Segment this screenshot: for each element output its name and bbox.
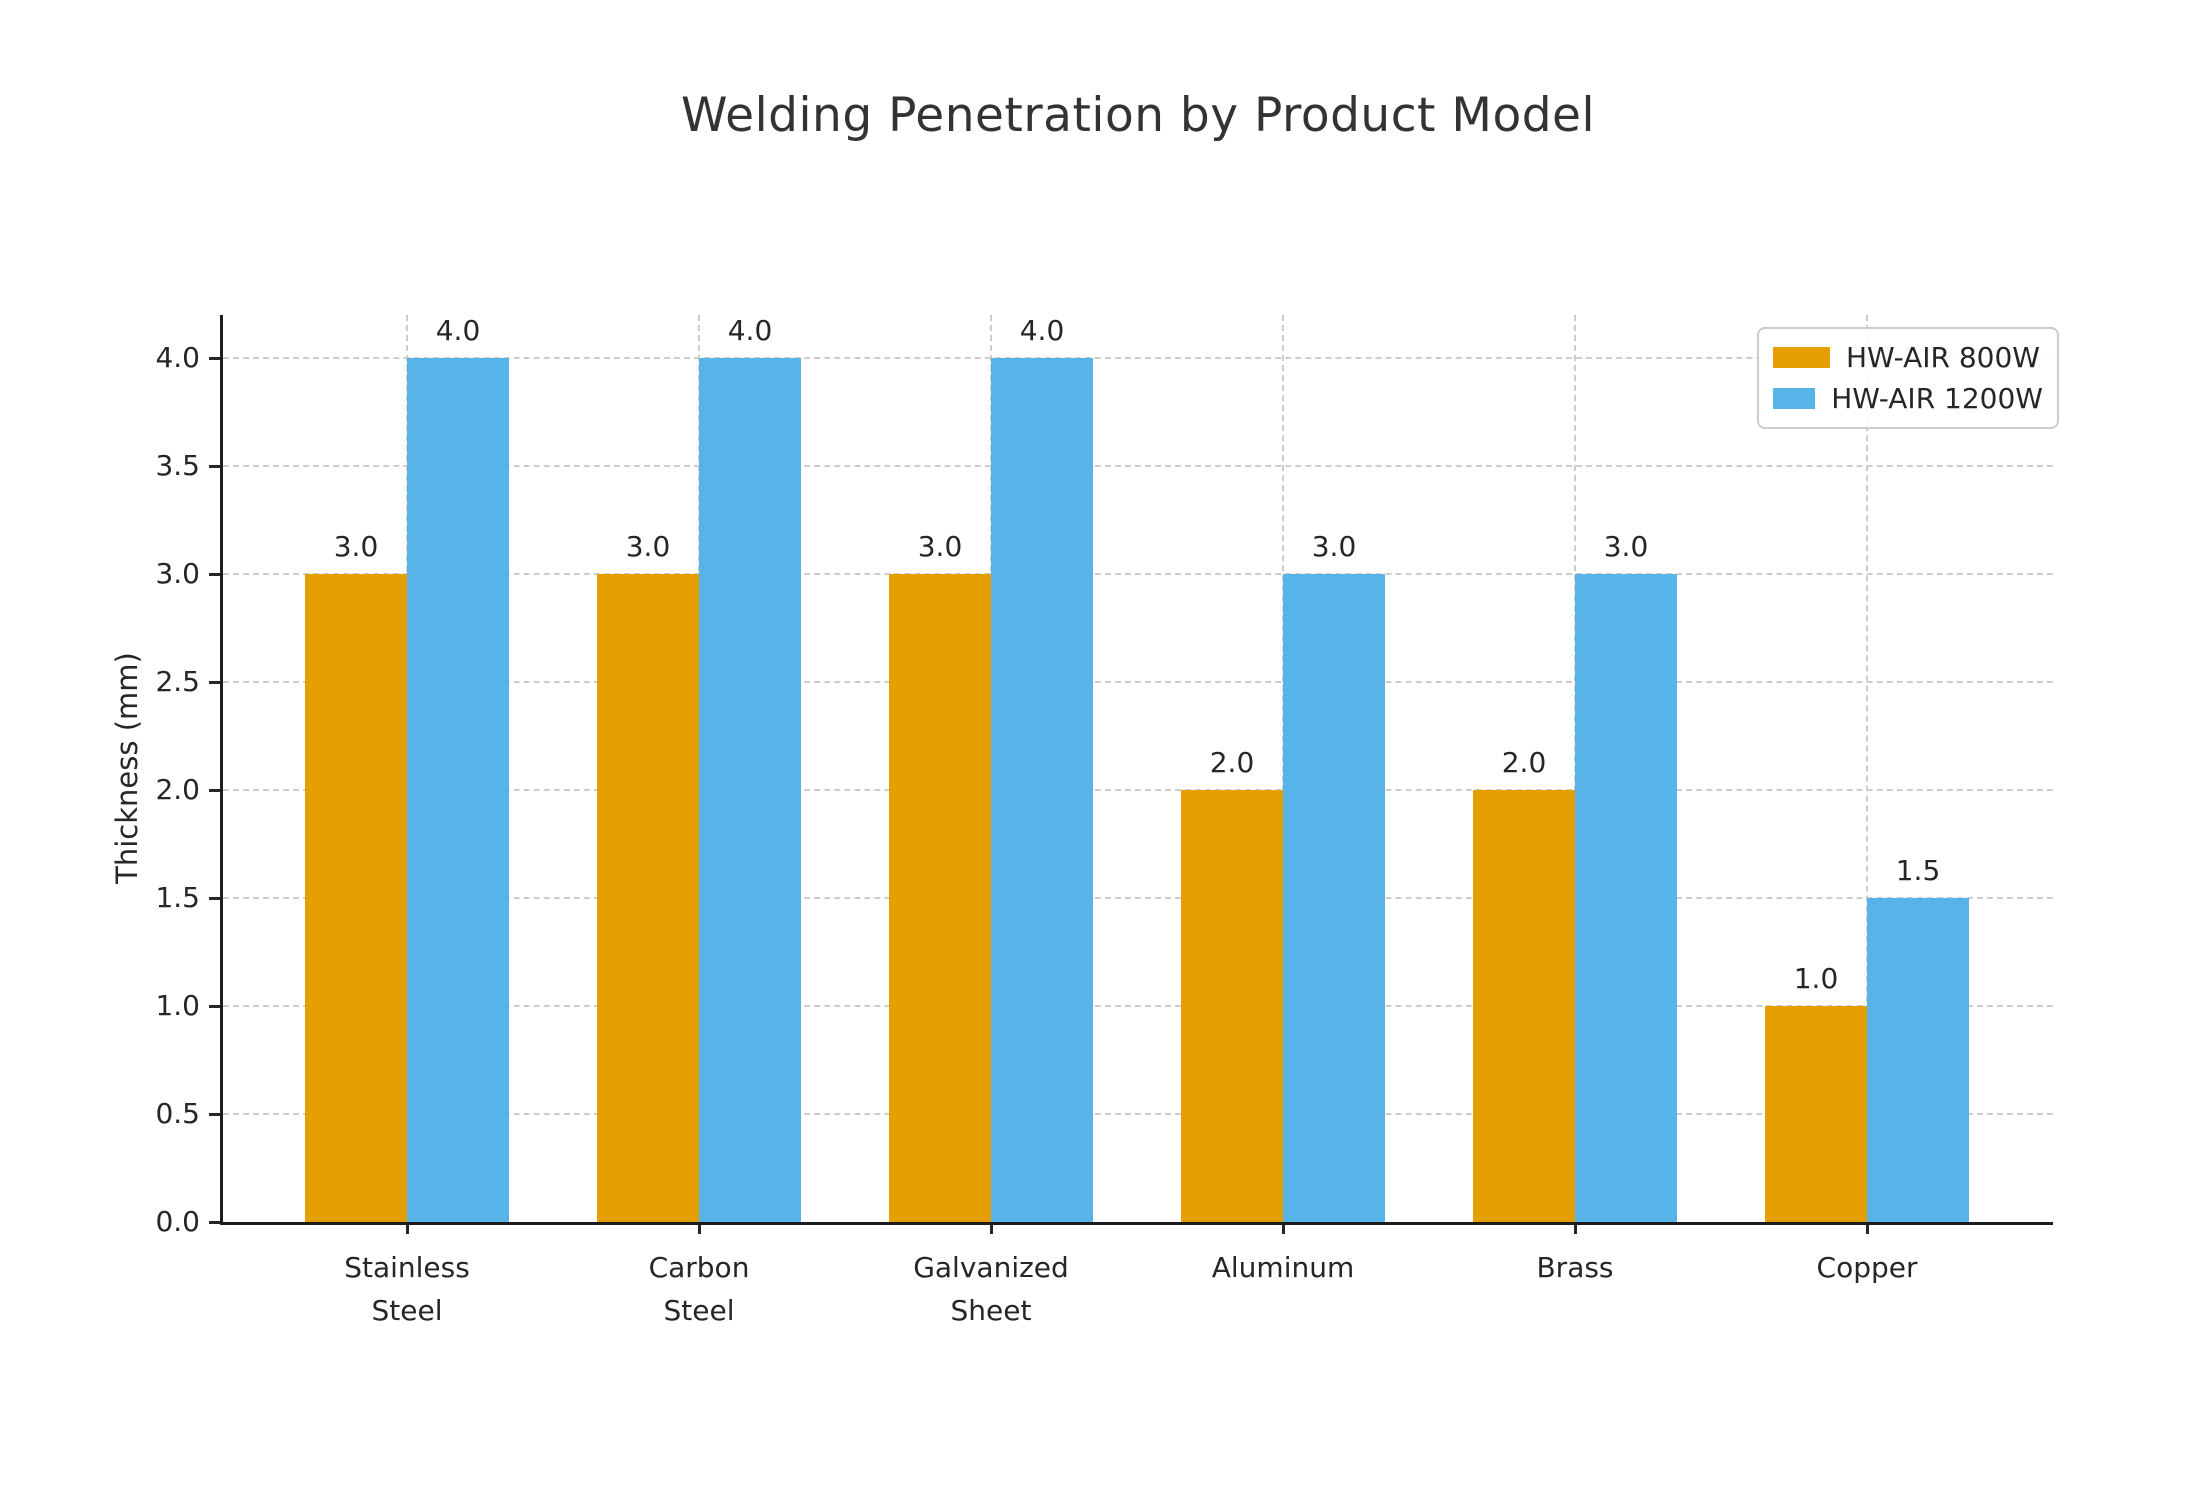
bar-800w xyxy=(305,574,407,1222)
legend-label-hw-air-800w: HW-AIR 800W xyxy=(1846,341,2040,374)
y-tick-mark xyxy=(209,1113,221,1117)
y-tick-mark xyxy=(209,681,221,685)
chart-title: Welding Penetration by Product Model xyxy=(680,88,1596,143)
y-gridline xyxy=(223,465,2053,468)
legend-label-hw-air-1200w: HW-AIR 1200W xyxy=(1831,382,2043,415)
y-tick-mark xyxy=(209,357,221,361)
bar-800w xyxy=(1473,790,1575,1222)
y-tick-label: 1.0 xyxy=(155,989,200,1023)
y-axis-line xyxy=(220,315,223,1225)
y-tick-mark xyxy=(209,897,221,901)
x-tick-label: Copper xyxy=(1816,1251,1918,1284)
y-tick-mark xyxy=(209,789,221,793)
y-gridline xyxy=(223,897,2053,900)
x-tick-mark xyxy=(1574,1222,1577,1234)
y-tick-label: 4.0 xyxy=(155,341,200,375)
y-gridline xyxy=(223,357,2053,360)
bar-value-label: 3.0 xyxy=(333,530,379,564)
y-gridline xyxy=(223,1113,2053,1116)
bar-value-label: 3.0 xyxy=(1603,530,1649,564)
bar-1200w xyxy=(699,358,801,1222)
bar-value-label: 1.5 xyxy=(1895,854,1941,888)
x-tick-label: Carbon Steel xyxy=(648,1251,750,1328)
y-tick-mark xyxy=(209,1005,221,1009)
legend: HW-AIR 800W HW-AIR 1200W xyxy=(1757,327,2059,429)
x-tick-mark xyxy=(1866,1222,1869,1234)
y-tick-label: 3.0 xyxy=(155,557,200,591)
y-gridline xyxy=(223,1005,2053,1008)
bar-800w xyxy=(1181,790,1283,1222)
bar-value-label: 3.0 xyxy=(917,530,963,564)
x-axis-line xyxy=(220,1222,2053,1225)
x-tick-mark xyxy=(1282,1222,1285,1234)
bar-value-label: 4.0 xyxy=(435,314,481,348)
bar-value-label: 4.0 xyxy=(727,314,773,348)
bar-value-label: 4.0 xyxy=(1019,314,1065,348)
y-tick-mark xyxy=(209,465,221,469)
y-tick-label: 0.0 xyxy=(155,1205,200,1238)
x-tick-mark xyxy=(406,1222,409,1234)
bar-value-label: 1.0 xyxy=(1793,962,1839,996)
x-tick-label: Aluminum xyxy=(1211,1251,1355,1284)
bar-value-label: 2.0 xyxy=(1501,746,1547,780)
y-tick-label: 2.0 xyxy=(155,773,200,807)
y-tick-label: 0.5 xyxy=(155,1097,200,1131)
legend-swatch-orange xyxy=(1773,347,1830,368)
x-tick-label: Brass xyxy=(1536,1251,1614,1284)
y-gridline xyxy=(223,681,2053,684)
bar-1200w xyxy=(1575,574,1677,1222)
bar-800w xyxy=(889,574,991,1222)
legend-item-hw-air-800w: HW-AIR 800W xyxy=(1773,341,2043,374)
y-tick-label: 3.5 xyxy=(155,449,200,483)
bar-1200w xyxy=(1867,898,1969,1222)
y-tick-mark xyxy=(209,1221,221,1224)
bar-1200w xyxy=(407,358,509,1222)
y-gridline xyxy=(223,789,2053,792)
y-tick-mark xyxy=(209,573,221,577)
x-gridline xyxy=(1866,315,1868,1222)
y-gridline xyxy=(223,573,2053,576)
bar-value-label: 2.0 xyxy=(1209,746,1255,780)
legend-swatch-blue xyxy=(1773,388,1816,409)
bar-1200w xyxy=(1283,574,1385,1222)
x-tick-label: Stainless Steel xyxy=(344,1251,470,1328)
y-tick-label: 1.5 xyxy=(155,881,200,915)
bar-800w xyxy=(597,574,699,1222)
legend-item-hw-air-1200w: HW-AIR 1200W xyxy=(1773,382,2043,415)
x-tick-mark xyxy=(698,1222,701,1234)
bar-value-label: 3.0 xyxy=(625,530,671,564)
bar-value-label: 3.0 xyxy=(1311,530,1357,564)
bar-800w xyxy=(1765,1006,1867,1222)
x-tick-label: Galvanized Sheet xyxy=(913,1251,1069,1328)
bar-1200w xyxy=(991,358,1093,1222)
x-tick-mark xyxy=(990,1222,993,1234)
y-tick-label: 2.5 xyxy=(155,665,200,699)
